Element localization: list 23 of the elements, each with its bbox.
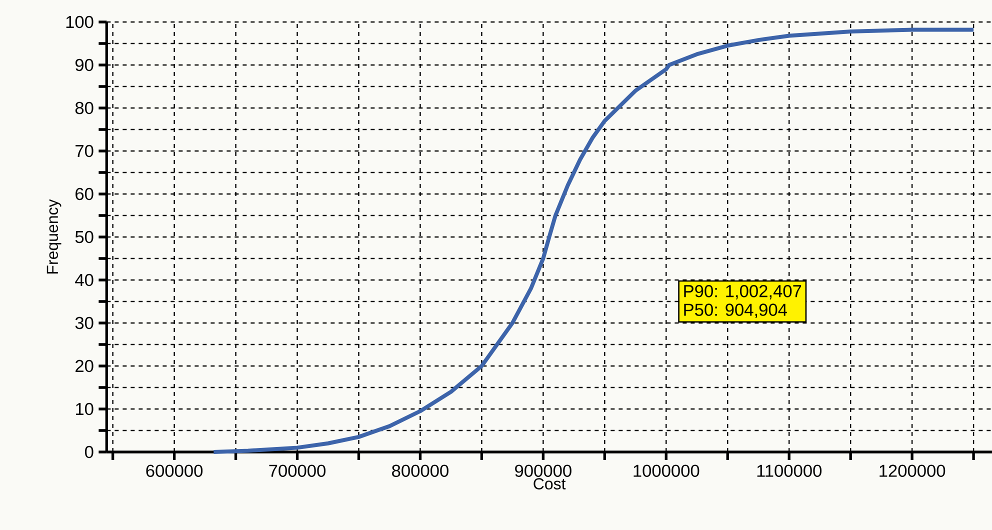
y-tick-label: 30 [75,316,94,330]
y-tick-label: 20 [76,360,94,372]
y-tick-label: 50 [75,230,94,244]
x-tick-label: 1100000 [757,464,822,477]
line-series [212,28,976,454]
annotation: P90: 1,002,407 [684,284,802,300]
x-tick-label: 1000000 [634,464,700,477]
y-tick-label: 0 [84,446,94,458]
x-tick-label: 700000 [269,464,326,477]
y-tick-label: 80 [75,102,94,114]
x-tick-label: 800000 [392,464,448,477]
y-tick-label: 60 [76,188,94,200]
y-tick-label: 10 [76,402,94,416]
x-axis-title: Cost [534,478,566,490]
x-tick-label: 1200000 [880,464,946,477]
y-tick-label: 40 [75,274,94,286]
y-tick-label: 100 [66,16,94,28]
x-tick-label: 600000 [146,464,203,477]
y-tick-label: 90 [76,58,94,72]
y-tick-label: 70 [76,144,94,158]
annotation: P50: 904,904 [684,304,787,318]
y-axis-title: Frequency [46,199,62,274]
x-tick-label: 900000 [515,464,572,477]
